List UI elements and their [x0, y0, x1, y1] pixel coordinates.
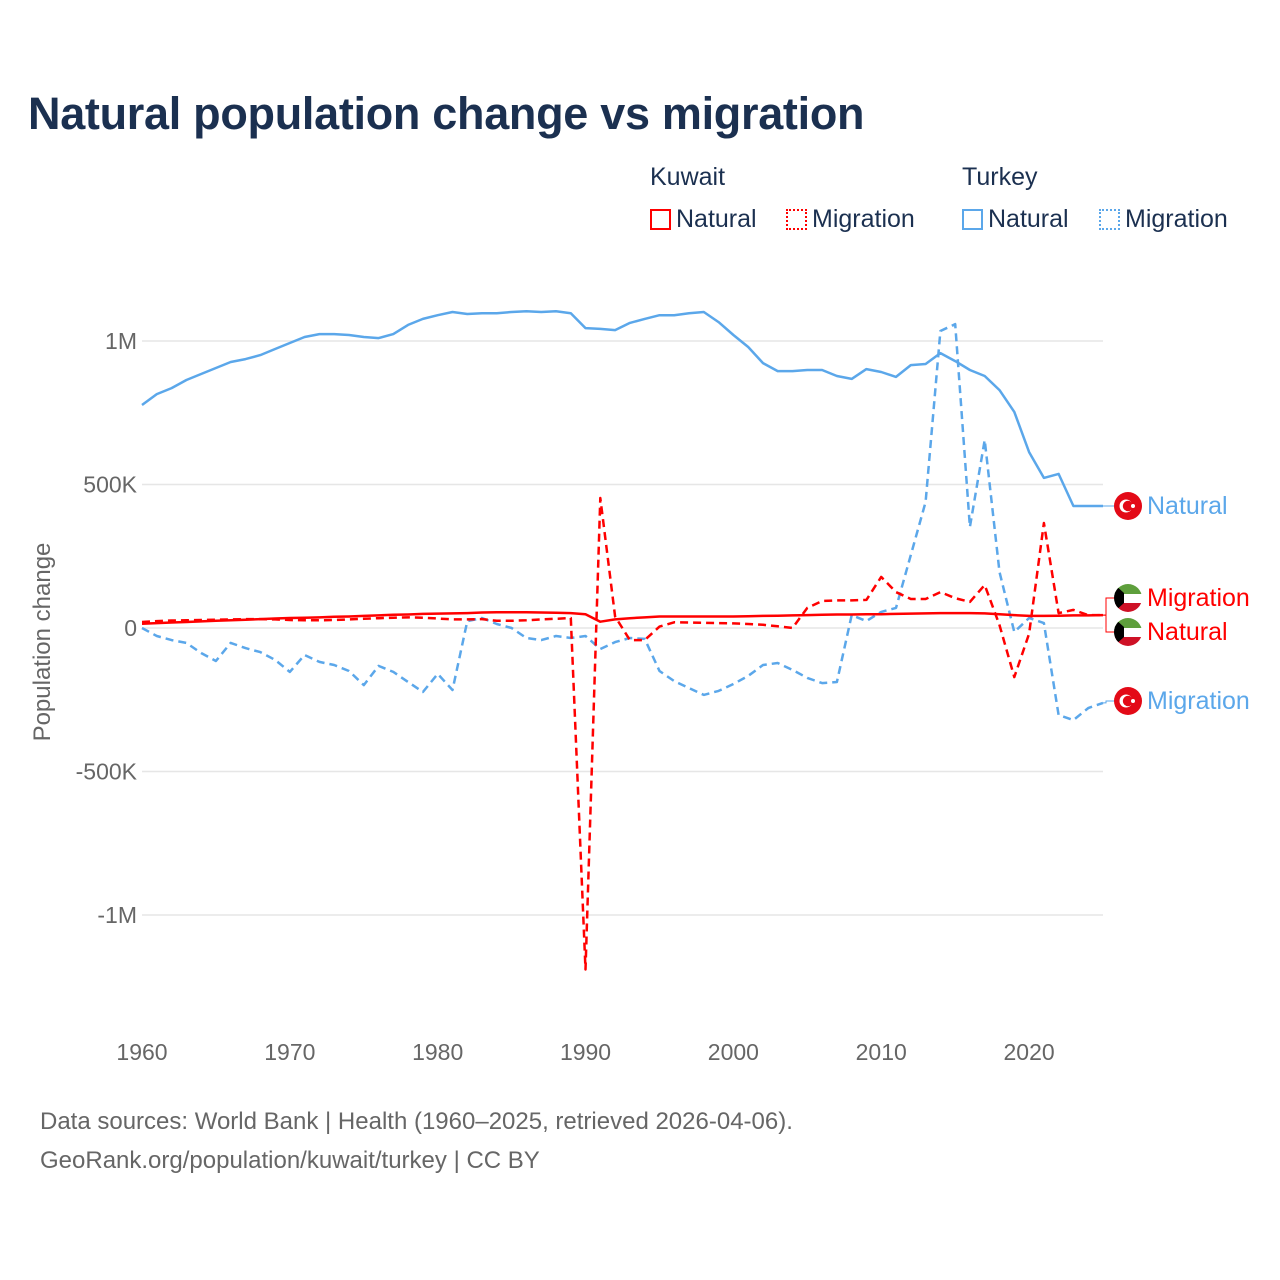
label-connector — [1103, 614, 1114, 633]
x-axis-ticks: 1960 1970 1980 1990 2000 2010 2020 — [116, 1039, 1054, 1065]
end-labels: Natural Migration Natural Migration — [1103, 492, 1250, 715]
y-tick-label: -1M — [97, 902, 137, 928]
legend-swatch-dotted-red — [786, 209, 807, 230]
y-tick-label: 0 — [124, 615, 137, 641]
end-label: Migration — [1147, 687, 1250, 715]
legend-label: Migration — [812, 205, 915, 233]
footer-attribution[interactable]: GeoRank.org/population/kuwait/turkey | C… — [40, 1147, 540, 1174]
y-tick-label: 500K — [83, 472, 137, 498]
legend-kuwait-natural[interactable]: Natural — [650, 205, 757, 234]
label-connector — [1103, 597, 1114, 616]
x-tick-label: 1990 — [560, 1039, 611, 1065]
gridlines — [142, 340, 1103, 916]
series-line-kuwait-natural — [141, 610, 1104, 625]
x-tick-label: 1970 — [264, 1039, 315, 1065]
legend-turkey-migration[interactable]: Migration — [1099, 205, 1228, 234]
x-tick-label: 1980 — [412, 1039, 463, 1065]
label-connector — [1103, 700, 1114, 704]
legend-swatch-solid-red — [650, 209, 671, 230]
series-line-kuwait-migration — [141, 496, 1103, 971]
legend-turkey-natural[interactable]: Natural — [962, 205, 1069, 234]
x-tick-label: 1960 — [116, 1039, 167, 1065]
footer-sources: Data sources: World Bank | Health (1960–… — [40, 1108, 793, 1135]
series-line-turkey-natural — [141, 309, 1103, 508]
x-tick-label: 2010 — [856, 1039, 907, 1065]
x-tick-label: 2020 — [1003, 1039, 1054, 1065]
series-line-turkey-migration — [141, 322, 1104, 722]
legend-swatch-solid-blue — [962, 209, 983, 230]
legend-label: Natural — [988, 205, 1069, 233]
y-axis-ticks: 1M 500K 0 -500K -1M — [76, 328, 138, 928]
chart-title: Natural population change vs migration — [28, 88, 865, 139]
kuwait-flag-icon — [1114, 618, 1142, 646]
legend-label: Natural — [676, 205, 757, 233]
series-lines — [141, 309, 1104, 971]
kuwait-flag-icon — [1114, 584, 1142, 612]
legend-group-turkey: Turkey — [962, 163, 1038, 191]
y-axis-title: Population change — [29, 543, 56, 742]
end-label: Natural — [1147, 618, 1228, 646]
end-label: Natural — [1147, 492, 1228, 520]
turkey-flag-icon — [1114, 687, 1142, 715]
y-tick-label: 1M — [105, 328, 137, 354]
y-tick-label: -500K — [76, 759, 138, 785]
legend-kuwait-migration[interactable]: Migration — [786, 205, 915, 234]
turkey-flag-icon — [1114, 492, 1142, 520]
legend-label: Migration — [1125, 205, 1228, 233]
end-label: Migration — [1147, 584, 1250, 612]
legend-swatch-dotted-blue — [1099, 209, 1120, 230]
legend-group-kuwait: Kuwait — [650, 163, 726, 191]
x-tick-label: 2000 — [708, 1039, 759, 1065]
